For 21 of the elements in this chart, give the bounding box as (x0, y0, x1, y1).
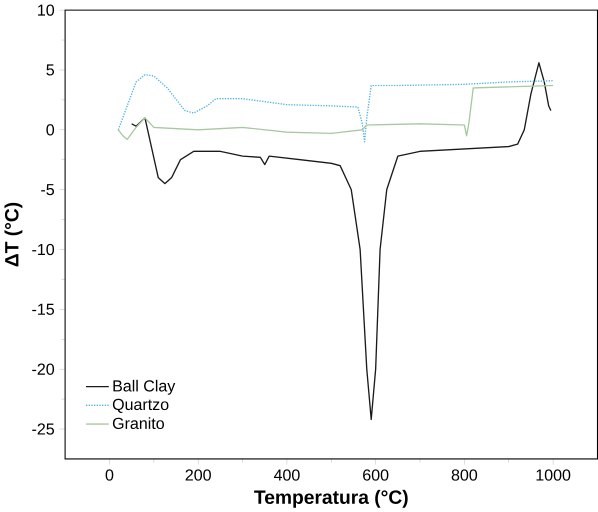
legend-label: Quartzo (112, 398, 168, 413)
y-tick-label: 0 (46, 124, 54, 136)
y-tick-label: -5 (41, 184, 54, 196)
line-series (118, 74, 554, 142)
legend-label: Granito (112, 417, 164, 429)
x-tick-label: 400 (274, 469, 300, 481)
y-tick-label: -25 (32, 423, 54, 435)
x-tick-label: 1000 (536, 469, 570, 481)
x-axis-title: Temperatura (°C) (254, 490, 408, 508)
line-series (118, 84, 554, 140)
y-tick-label: -15 (32, 304, 54, 315)
x-tick-label: 600 (363, 469, 388, 481)
legend-label: Ball Clay (113, 380, 176, 395)
y-tick-label: -20 (32, 363, 54, 375)
x-tick-label: 200 (186, 469, 211, 481)
x-tick-label: 800 (452, 469, 478, 481)
y-tick-label: 5 (46, 64, 54, 76)
y-axis-title: ΔT (°C) (4, 202, 22, 266)
x-tick-label: 0 (106, 469, 114, 481)
y-tick-label: 10 (38, 4, 54, 16)
y-tick-label: -10 (32, 244, 54, 256)
